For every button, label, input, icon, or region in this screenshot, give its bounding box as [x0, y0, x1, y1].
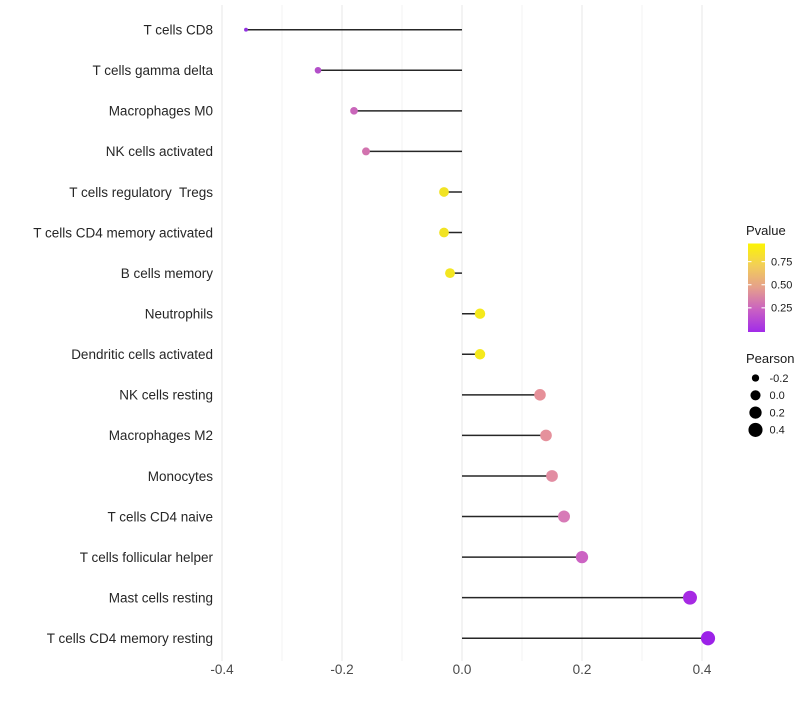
- pvalue-legend-tick-label: 0.50: [771, 280, 792, 292]
- y-axis-label: NK cells resting: [119, 388, 213, 403]
- pearson-legend-title: Pearson: [746, 351, 794, 366]
- y-axis-label: T cells follicular helper: [80, 550, 214, 565]
- y-axis-label: T cells CD4 memory resting: [47, 631, 213, 646]
- lollipop-dot: [445, 268, 455, 279]
- lollipop-dot: [540, 429, 552, 442]
- y-axis-label: Mast cells resting: [109, 590, 213, 605]
- gridlines: [221, 5, 703, 661]
- x-axis-tick-label: 0.0: [453, 662, 472, 677]
- lollipop-dot: [314, 66, 322, 74]
- x-axis-labels: -0.4 -0.2 0.0 0.2 0.4: [210, 662, 712, 677]
- lollipop-dot: [575, 550, 589, 564]
- pvalue-legend: Pvalue 0.75 0.50 0.25: [746, 223, 792, 332]
- x-axis-tick-label: 0.2: [573, 662, 592, 677]
- pearson-legend-label: 0.4: [770, 425, 785, 437]
- pearson-legend-dot: [750, 390, 761, 401]
- lollipop-dot: [474, 349, 486, 360]
- y-axis-label: T cells CD4 memory activated: [33, 225, 213, 240]
- lollipop-dot: [534, 389, 546, 401]
- pvalue-legend-tick-label: 0.25: [771, 303, 792, 315]
- pearson-legend-dot: [751, 374, 760, 382]
- lollipop-dot: [558, 510, 570, 523]
- y-axis-label: T cells gamma delta: [92, 63, 213, 78]
- pearson-legend-label: -0.2: [770, 373, 789, 385]
- pearson-legend-label: 0.0: [770, 390, 785, 402]
- lollipop-dot: [350, 107, 358, 115]
- lollipop-dot: [362, 147, 370, 156]
- lollipop-series: [244, 27, 716, 646]
- y-axis-label: T cells regulatory Tregs: [69, 185, 213, 200]
- y-axis-label: Dendritic cells activated: [71, 347, 213, 362]
- y-axis-label: Monocytes: [148, 469, 214, 484]
- y-axis-label: Macrophages M0: [109, 104, 213, 119]
- y-axis-label: NK cells activated: [106, 144, 213, 159]
- lollipop-dot: [546, 470, 558, 482]
- lollipop-dot: [474, 308, 486, 319]
- y-axis-labels: T cells CD8 T cells gamma delta Macrophage…: [33, 23, 213, 647]
- pvalue-legend-tick-label: 0.75: [771, 256, 792, 268]
- y-axis-label: T cells CD4 naive: [107, 509, 213, 524]
- x-axis-tick-label: -0.4: [210, 662, 234, 677]
- pearson-legend-dot: [749, 406, 762, 419]
- x-axis-tick-label: 0.4: [693, 662, 712, 677]
- pearson-legend-dot: [748, 422, 763, 437]
- lollipop-dot: [683, 590, 697, 605]
- y-axis-label: B cells memory: [121, 266, 214, 281]
- pearson-legend-label: 0.2: [770, 407, 785, 419]
- y-axis-label: Macrophages M2: [109, 428, 213, 443]
- lollipop-dot: [700, 631, 716, 646]
- pearson-legend: Pearson -0.2 0.0 0.2 0.4: [746, 351, 794, 437]
- pvalue-legend-title: Pvalue: [746, 223, 786, 238]
- x-axis-tick-label: -0.2: [330, 662, 353, 677]
- lollipop-dot: [244, 27, 248, 32]
- lollipop-dot: [439, 187, 449, 197]
- pvalue-colorbar: [748, 243, 765, 332]
- y-axis-label: T cells CD8: [143, 23, 213, 38]
- y-axis-label: Neutrophils: [145, 306, 214, 321]
- lollipop-dot: [439, 227, 449, 238]
